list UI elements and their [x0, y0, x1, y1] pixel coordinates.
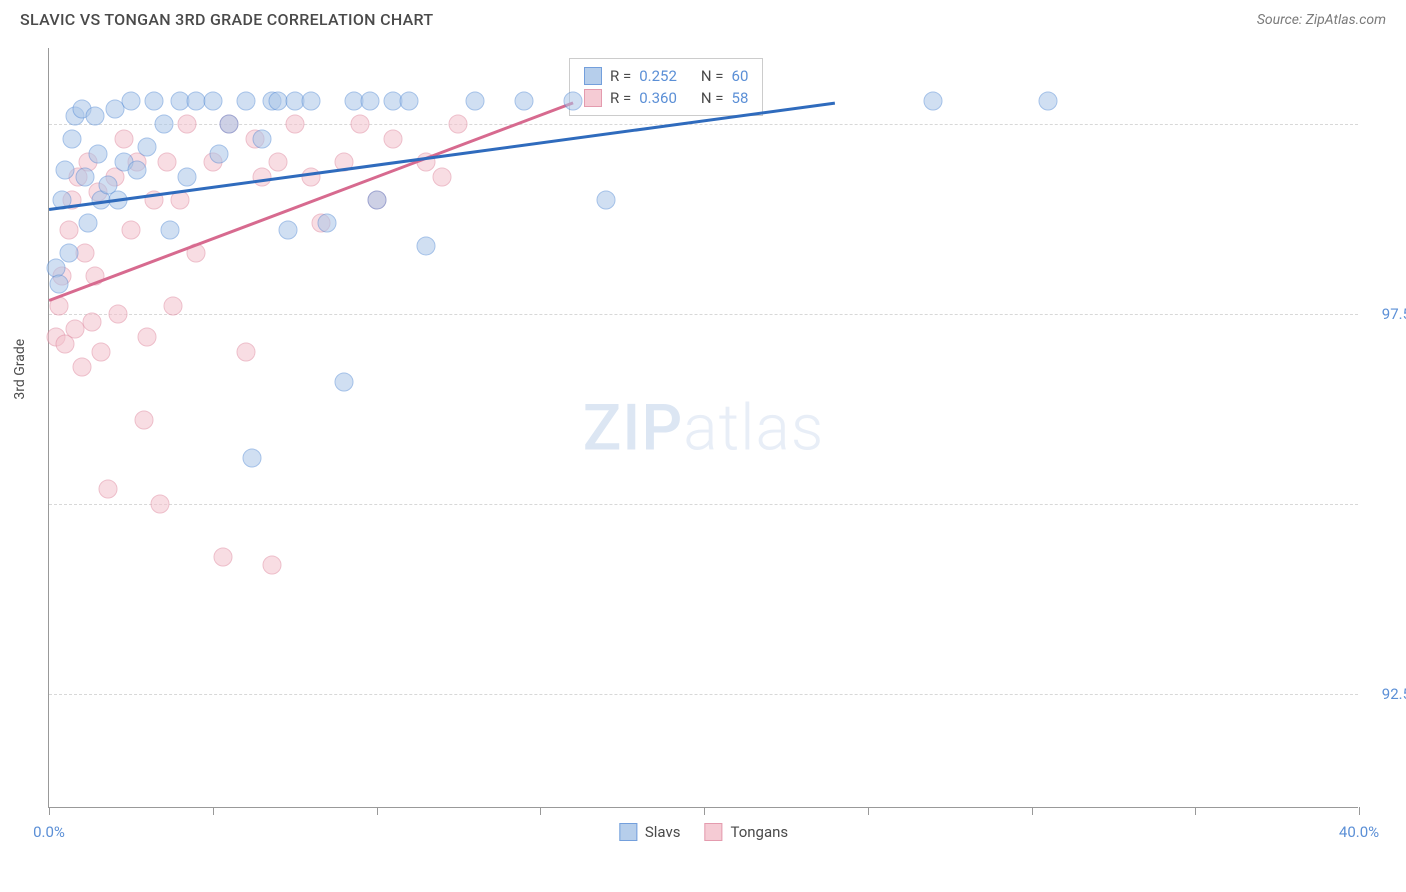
data-point-tongans [82, 312, 101, 331]
data-point-slavs [121, 92, 140, 111]
data-point-slavs [154, 115, 173, 134]
x-tick [213, 807, 214, 815]
legend-item-tongans: Tongans [704, 823, 788, 841]
data-point-slavs [161, 221, 180, 240]
legend-item-slavs: Slavs [619, 823, 681, 841]
data-point-slavs [400, 92, 419, 111]
data-point-tongans [151, 495, 170, 514]
chart-source: Source: ZipAtlas.com [1257, 12, 1386, 28]
data-point-slavs [59, 244, 78, 263]
gridline [49, 694, 1358, 695]
data-point-tongans [76, 244, 95, 263]
data-point-slavs [367, 191, 386, 210]
data-point-slavs [144, 92, 163, 111]
data-point-tongans [449, 115, 468, 134]
data-point-slavs [360, 92, 379, 111]
data-point-slavs [236, 92, 255, 111]
y-axis-title: 3rd Grade [12, 339, 28, 400]
data-point-slavs [56, 160, 75, 179]
x-tick [1032, 807, 1033, 815]
bottom-legend: Slavs Tongans [619, 823, 788, 841]
data-point-slavs [302, 92, 321, 111]
data-point-tongans [134, 411, 153, 430]
y-tick-label: 97.5% [1364, 305, 1406, 323]
data-point-tongans [92, 343, 111, 362]
gridline [49, 124, 1358, 125]
data-point-slavs [49, 274, 68, 293]
x-tick [1359, 807, 1360, 815]
data-point-tongans [383, 130, 402, 149]
data-point-tongans [108, 305, 127, 324]
x-tick-label: 40.0% [1339, 823, 1379, 841]
x-tick-label: 0.0% [33, 823, 65, 841]
chart-title: SLAVIC VS TONGAN 3RD GRADE CORRELATION C… [20, 10, 433, 29]
data-point-slavs [514, 92, 533, 111]
data-point-tongans [138, 327, 157, 346]
stats-row-slavs: R = 0.252 N = 60 [584, 65, 748, 87]
data-point-slavs [89, 145, 108, 164]
x-tick [377, 807, 378, 815]
x-tick [704, 807, 705, 815]
plot-area: ZIPatlas R = 0.252 N = 60 R = 0.360 N = … [48, 48, 1358, 808]
data-point-slavs [203, 92, 222, 111]
data-point-slavs [252, 130, 271, 149]
data-point-tongans [269, 153, 288, 172]
data-point-slavs [465, 92, 484, 111]
data-point-slavs [416, 236, 435, 255]
data-point-slavs [318, 213, 337, 232]
stats-legend: R = 0.252 N = 60 R = 0.360 N = 58 [569, 58, 763, 116]
data-point-slavs [220, 115, 239, 134]
data-point-tongans [285, 115, 304, 134]
x-tick [868, 807, 869, 815]
data-point-tongans [59, 221, 78, 240]
data-point-slavs [243, 449, 262, 468]
data-point-tongans [213, 548, 232, 567]
swatch-tongans-icon [704, 823, 722, 841]
y-tick-label: 92.5% [1364, 685, 1406, 703]
data-point-slavs [596, 191, 615, 210]
data-point-slavs [79, 213, 98, 232]
data-point-slavs [128, 160, 147, 179]
data-point-slavs [564, 92, 583, 111]
data-point-slavs [210, 145, 229, 164]
data-point-tongans [115, 130, 134, 149]
data-point-slavs [138, 137, 157, 156]
data-point-slavs [177, 168, 196, 187]
data-point-tongans [72, 358, 91, 377]
swatch-tongans [584, 89, 602, 107]
data-point-slavs [62, 130, 81, 149]
swatch-slavs-icon [619, 823, 637, 841]
data-point-tongans [262, 555, 281, 574]
data-point-tongans [177, 115, 196, 134]
stats-row-tongans: R = 0.360 N = 58 [584, 87, 748, 109]
data-point-slavs [279, 221, 298, 240]
x-tick [540, 807, 541, 815]
data-point-tongans [236, 343, 255, 362]
gridline [49, 504, 1358, 505]
data-point-slavs [1038, 92, 1057, 111]
data-point-slavs [334, 373, 353, 392]
chart-header: SLAVIC VS TONGAN 3RD GRADE CORRELATION C… [0, 0, 1406, 37]
data-point-slavs [85, 107, 104, 126]
watermark: ZIPatlas [583, 390, 825, 465]
data-point-tongans [157, 153, 176, 172]
data-point-tongans [121, 221, 140, 240]
data-point-tongans [98, 479, 117, 498]
gridline [49, 314, 1358, 315]
data-point-tongans [351, 115, 370, 134]
data-point-slavs [924, 92, 943, 111]
swatch-slavs [584, 67, 602, 85]
data-point-slavs [76, 168, 95, 187]
x-tick [1195, 807, 1196, 815]
data-point-tongans [164, 297, 183, 316]
data-point-tongans [433, 168, 452, 187]
x-tick [49, 807, 50, 815]
